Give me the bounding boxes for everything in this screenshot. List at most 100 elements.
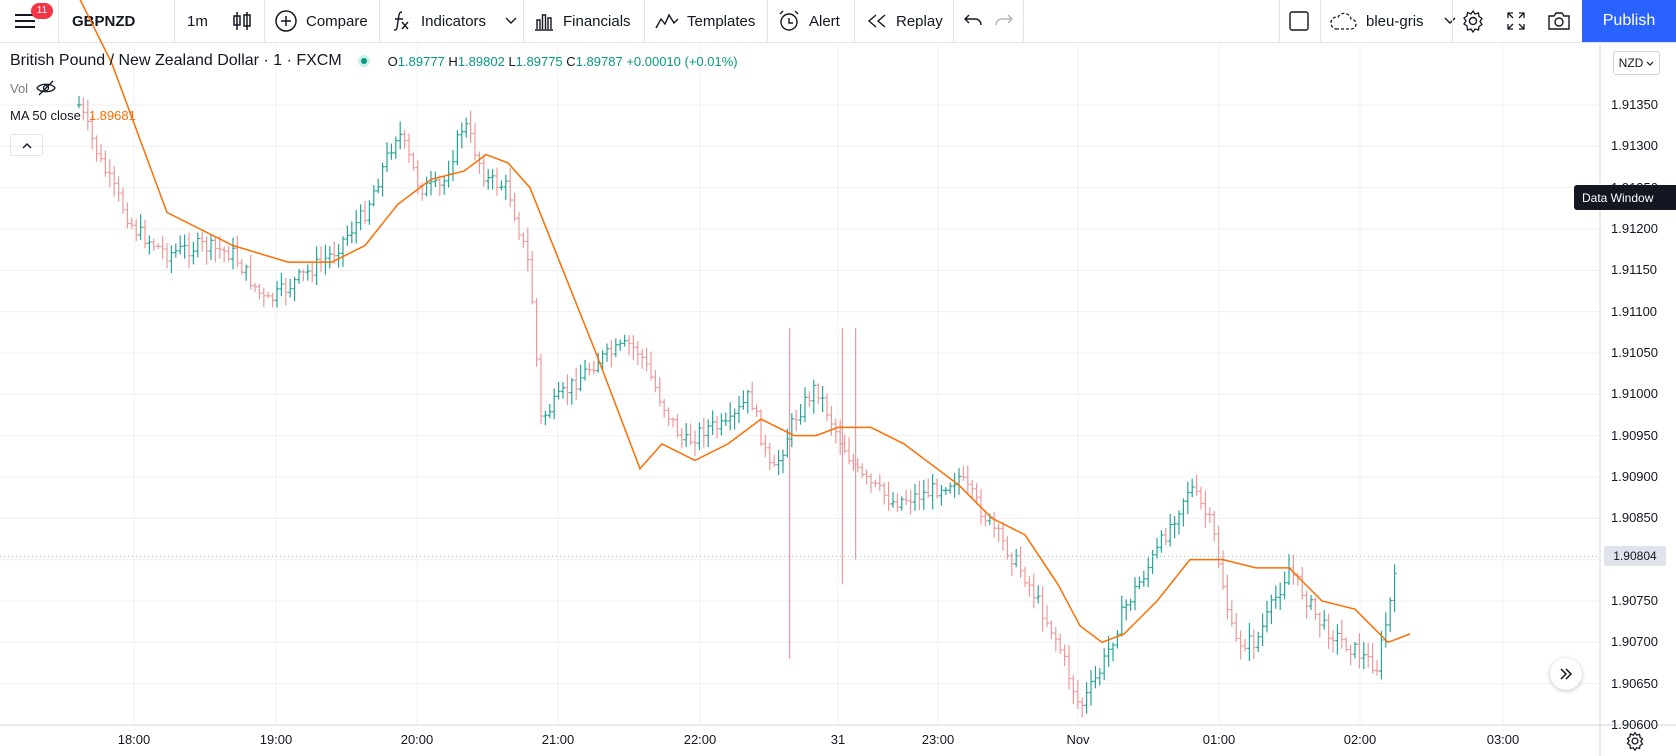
ohlc-bar (1023, 566, 1027, 588)
ohlc-bar (275, 281, 279, 308)
snapshot-button[interactable] (1547, 0, 1571, 42)
ma-label: MA 50 close (10, 108, 81, 123)
ma-legend[interactable]: MA 50 close 1.89681 (10, 108, 136, 123)
ohlc-bar (99, 143, 103, 163)
ohlc-bar (1339, 619, 1344, 649)
ohlc-bar (1106, 635, 1111, 667)
settings-button[interactable] (1461, 0, 1485, 42)
ohlc-bar (921, 479, 926, 510)
ohlc-bar (200, 231, 205, 252)
axis-settings-button[interactable] (1624, 730, 1646, 752)
ohlc-bar (1392, 564, 1397, 613)
ohlc-bar (525, 227, 530, 272)
ohlc-bar (512, 192, 517, 222)
layout-name-button[interactable]: bleu-gris (1328, 0, 1456, 42)
ohlc-bar (789, 413, 794, 448)
ohlc-bar (310, 262, 315, 283)
ohlc-bar (1331, 629, 1335, 653)
ohlc-bar (222, 246, 227, 263)
price-tick-label: 1.91200 (1611, 220, 1658, 236)
ohlc-bar (257, 283, 262, 300)
fullscreen-icon (1507, 12, 1525, 30)
replay-label: Replay (896, 12, 943, 30)
ohlc-bar (1269, 594, 1274, 625)
scroll-to-realtime-button[interactable] (1550, 658, 1582, 690)
price-tick-label: 1.90950 (1611, 427, 1658, 443)
ohlc-bar (728, 402, 733, 431)
alert-button[interactable]: Alert (777, 0, 840, 42)
layout-name-label: bleu-gris (1366, 12, 1424, 30)
ohlc-bar (407, 133, 411, 163)
ohlc-bar (1049, 620, 1054, 640)
ohlc-bar (1159, 530, 1164, 553)
financials-button[interactable]: Financials (533, 0, 631, 42)
ohlc-bar (1027, 575, 1032, 597)
ohlc-bar (191, 241, 196, 265)
ohlc-bar (169, 245, 174, 274)
collapse-legend-button[interactable] (10, 134, 43, 156)
chart-type-button[interactable] (232, 0, 252, 42)
indicators-button[interactable]: Indicators (391, 0, 486, 42)
ohlc-bar (631, 335, 636, 361)
ohlc-bar (1111, 642, 1115, 662)
ohlc-bar (833, 418, 838, 444)
ohlc-bar (1388, 597, 1393, 632)
volume-legend[interactable]: Vol (10, 80, 56, 96)
ohlc-bar (891, 492, 895, 508)
fullscreen-button[interactable] (1506, 0, 1526, 42)
ohlc-bar (939, 485, 944, 506)
ohlc-bar (147, 235, 152, 255)
ohlc-bar (468, 110, 473, 143)
ohlc-bar (587, 362, 592, 376)
market-status-icon[interactable] (357, 55, 370, 67)
ohlc-bar (424, 176, 429, 197)
ohlc-bar (1366, 643, 1371, 668)
ohlc-bar (1234, 612, 1239, 642)
ohlc-bar (1009, 552, 1014, 576)
ohlc-bar (143, 219, 147, 249)
templates-button[interactable]: Templates (655, 0, 755, 42)
ohlc-bar (1361, 642, 1366, 670)
ohlc-bar (1097, 668, 1102, 686)
ohlc-bar (578, 364, 583, 392)
ohlc-bar (1177, 510, 1181, 535)
ohlc-bar (1379, 630, 1384, 680)
indicators-dropdown[interactable] (505, 0, 517, 42)
price-tick-label: 1.90850 (1611, 510, 1658, 526)
ohlc-bar (1375, 659, 1379, 676)
compare-button[interactable]: Compare (274, 0, 368, 42)
ohlc-bar (838, 419, 843, 455)
price-tick-label: 1.91000 (1611, 386, 1658, 402)
ohlc-bar (935, 478, 939, 499)
ohlc-bar (1146, 557, 1151, 588)
ohlc-bar (886, 481, 891, 511)
ohlc-bar (327, 246, 332, 269)
ohlc-bar (895, 493, 900, 513)
replay-button[interactable]: Replay (866, 0, 943, 42)
ohlc-bar (574, 367, 579, 401)
ohlc-bar (253, 282, 257, 293)
ohlc-bar (1353, 642, 1357, 659)
ohlc-bar (772, 454, 777, 468)
interval-button[interactable]: 1m (187, 12, 208, 30)
ohlc-bar (961, 465, 966, 482)
ohlc-bar (719, 413, 724, 436)
undo-button[interactable] (963, 0, 983, 42)
redo-button[interactable] (994, 0, 1014, 42)
ohlc-bar (367, 200, 372, 225)
eye-hidden-icon[interactable] (36, 80, 56, 96)
ohlc-bar (1040, 586, 1045, 632)
ohlc-bar (160, 236, 165, 259)
ohlc-values: O1.89777 H1.89802 L1.89775 C1.89787 +0.0… (387, 53, 738, 69)
ohlc-bar (992, 511, 997, 538)
financials-label: Financials (563, 12, 631, 30)
ohlc-bar (1071, 675, 1076, 704)
ohlc-bar (904, 489, 909, 505)
layout-toggle-button[interactable] (1288, 0, 1310, 42)
currency-selector[interactable]: NZD (1613, 51, 1660, 75)
ohlc-bar (305, 264, 310, 281)
symbol-title[interactable]: British Pound / New Zealand Dollar · 1 ·… (10, 52, 342, 69)
ohlc-bar (81, 97, 86, 121)
publish-button[interactable]: Publish (1582, 0, 1676, 42)
